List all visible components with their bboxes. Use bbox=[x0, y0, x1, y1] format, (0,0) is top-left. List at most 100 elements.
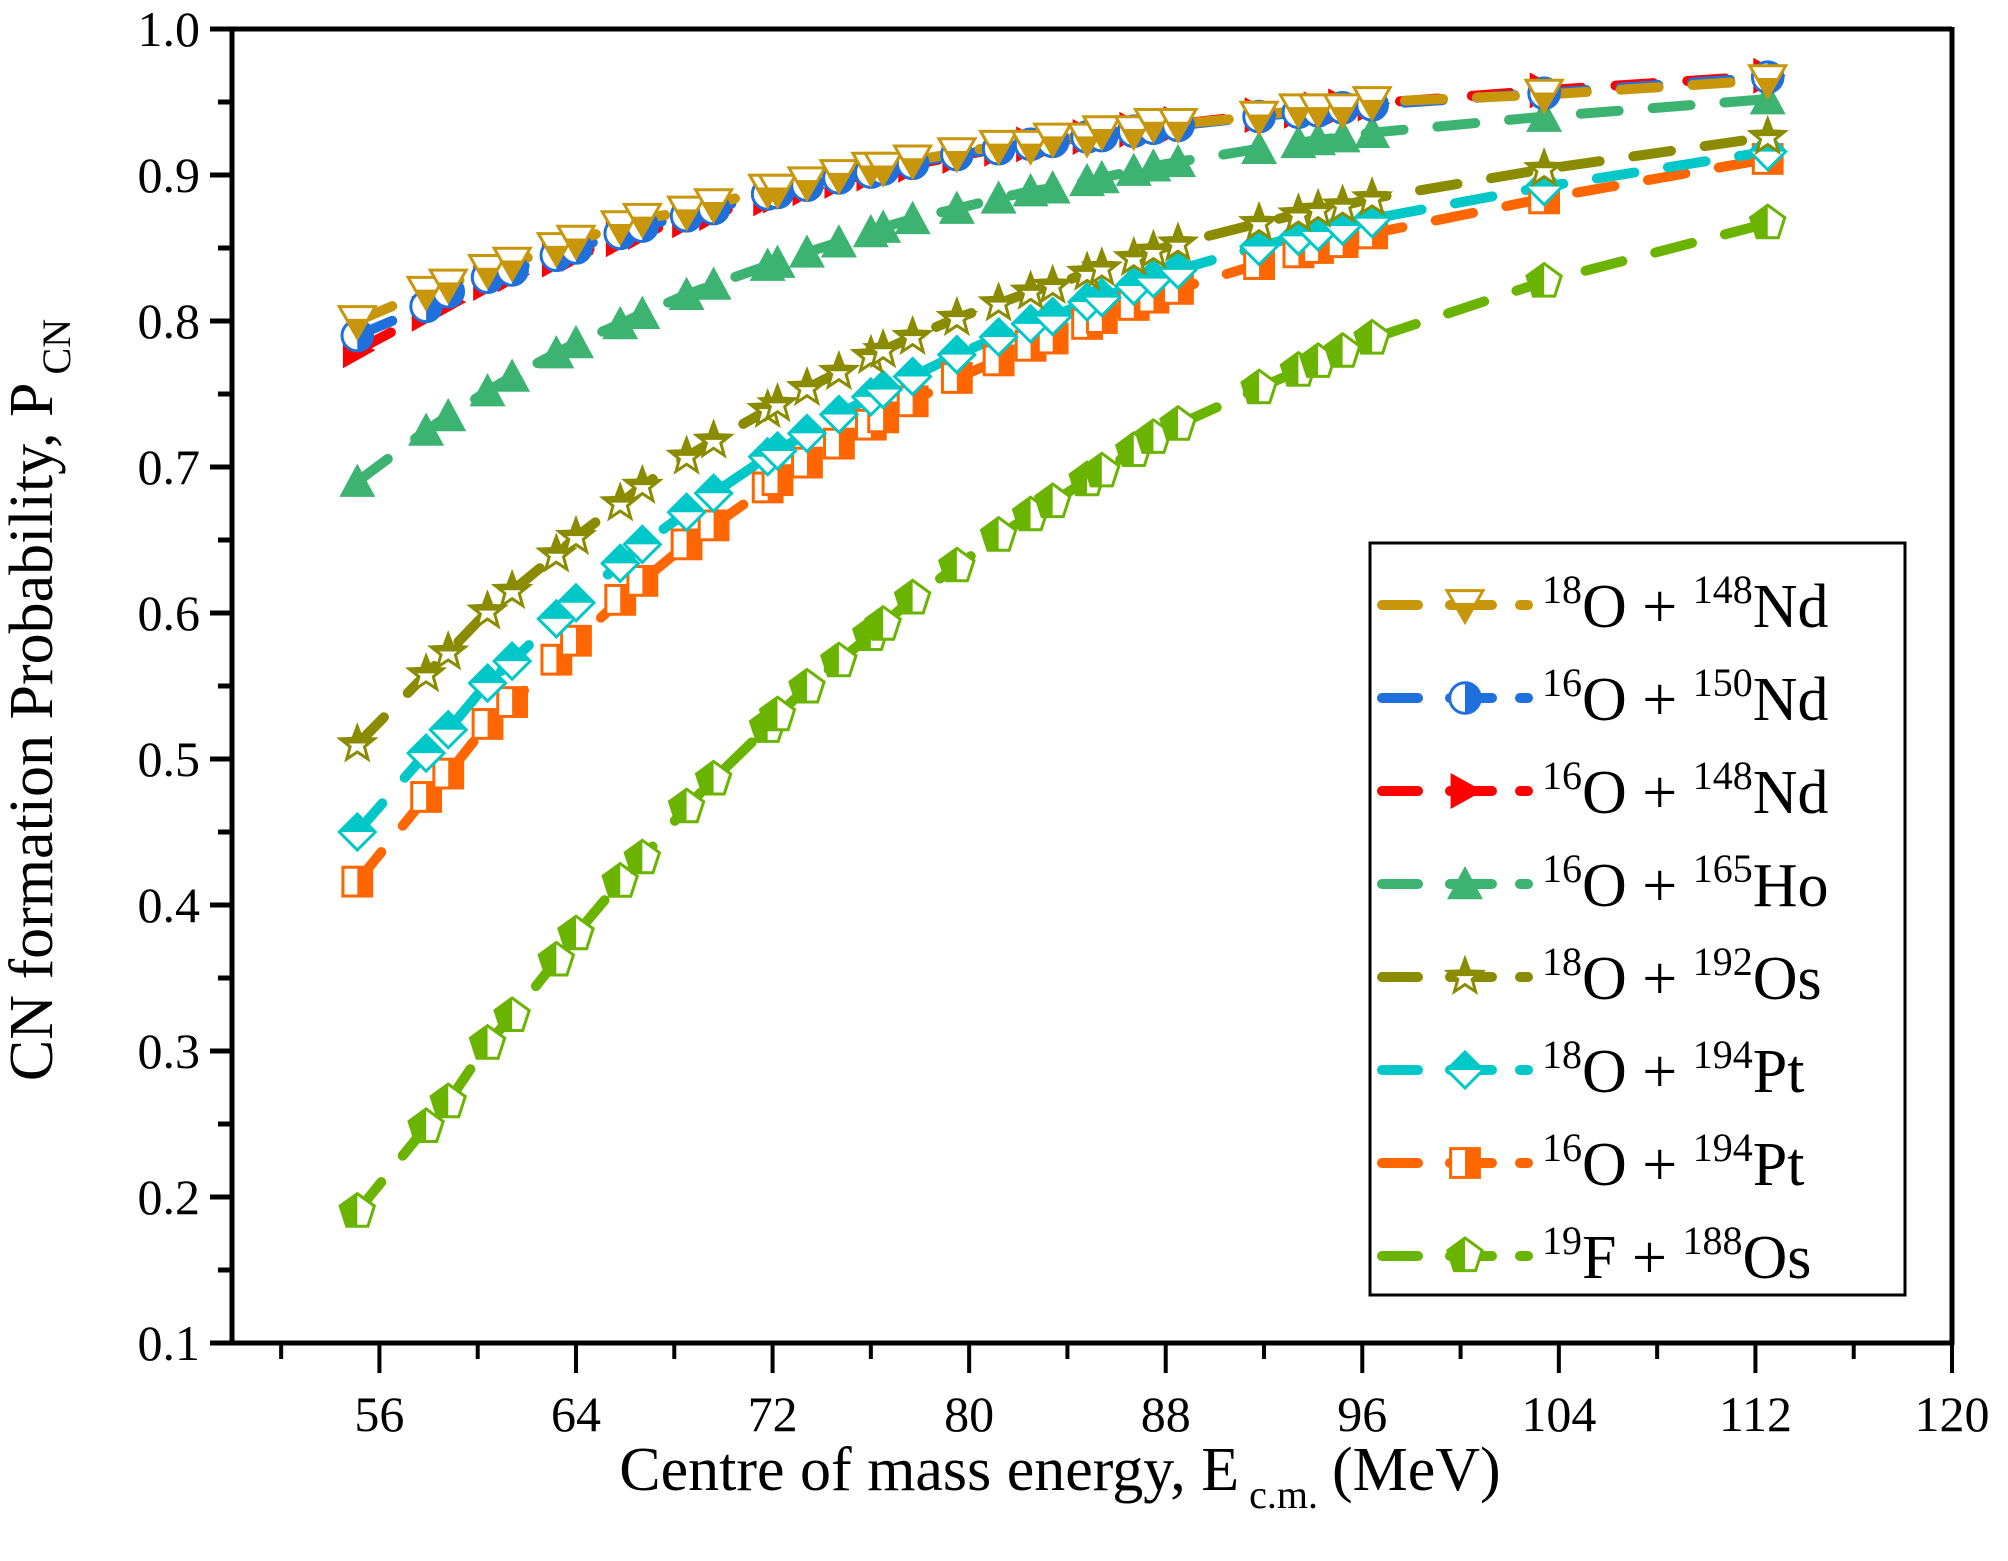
data-point bbox=[336, 305, 378, 342]
marker-fill bbox=[476, 267, 499, 287]
legend-mass-number: 16 bbox=[1542, 660, 1582, 705]
marker-fill bbox=[777, 465, 792, 495]
marker-fill bbox=[675, 209, 698, 229]
marker-fill bbox=[448, 759, 463, 788]
legend-mass-number: 148 bbox=[1693, 567, 1753, 612]
data-point bbox=[788, 667, 826, 704]
legend-mass-number: 16 bbox=[1542, 1125, 1582, 1170]
data-point bbox=[555, 224, 597, 261]
data-point bbox=[936, 334, 977, 375]
data-point bbox=[430, 397, 467, 432]
data-point bbox=[788, 234, 825, 268]
data-point bbox=[693, 188, 735, 225]
data-point bbox=[1160, 143, 1196, 178]
series-line-7 bbox=[352, 218, 1773, 1217]
y-tick-label: 0.2 bbox=[138, 1169, 201, 1225]
marker-fill bbox=[1355, 320, 1373, 354]
legend-element: Os bbox=[1753, 945, 1822, 1013]
data-point bbox=[892, 144, 934, 181]
legend-marker bbox=[1447, 866, 1483, 900]
data-point bbox=[496, 686, 529, 718]
data-point bbox=[466, 254, 509, 291]
legend-label: 18O + 148Nd bbox=[1542, 567, 1829, 641]
legend-element: Ho bbox=[1753, 852, 1829, 920]
data-point bbox=[1321, 183, 1364, 224]
series-markers bbox=[336, 57, 1789, 1228]
marker-fill bbox=[1116, 240, 1151, 258]
series-markers-6 bbox=[341, 143, 1784, 898]
marker-fill bbox=[558, 324, 594, 359]
marker-fill bbox=[696, 761, 714, 794]
data-point bbox=[1134, 417, 1173, 454]
marker-fill bbox=[1160, 225, 1196, 243]
marker-fill bbox=[430, 711, 467, 730]
data-point bbox=[1300, 121, 1337, 156]
y-tick-label: 0.3 bbox=[138, 1023, 201, 1079]
data-point bbox=[1526, 98, 1563, 132]
marker-fill bbox=[426, 782, 441, 812]
marker-fill bbox=[695, 266, 732, 300]
data-point bbox=[1350, 176, 1394, 217]
y-axis-title-main: CN formation Probability, P bbox=[0, 382, 66, 1081]
data-point bbox=[407, 1107, 445, 1143]
marker-fill bbox=[702, 202, 725, 222]
marker-fill bbox=[669, 438, 704, 456]
data-point bbox=[405, 275, 447, 312]
marker-fill bbox=[609, 223, 632, 244]
x-tick-label: 64 bbox=[551, 1386, 601, 1442]
marker-fill bbox=[469, 665, 506, 684]
marker-fill bbox=[631, 216, 654, 236]
legend-label: 16O + 148Nd bbox=[1542, 753, 1829, 827]
data-point bbox=[692, 418, 735, 459]
marker-fill bbox=[1450, 773, 1483, 809]
marker-fill bbox=[1136, 419, 1154, 453]
marker-fill bbox=[759, 244, 796, 278]
legend-marker bbox=[1448, 681, 1482, 715]
marker-fill bbox=[1160, 406, 1178, 440]
data-point bbox=[666, 492, 707, 533]
marker-fill bbox=[624, 295, 661, 329]
data-point bbox=[980, 180, 1017, 214]
marker-fill bbox=[357, 867, 372, 897]
marker-fill bbox=[895, 580, 913, 613]
marker-fill bbox=[1242, 205, 1277, 223]
legend-mass-number: 18 bbox=[1542, 567, 1582, 612]
data-point bbox=[1297, 93, 1339, 130]
marker-fill bbox=[912, 386, 928, 416]
data-point bbox=[557, 914, 595, 951]
data-point bbox=[865, 209, 902, 243]
data-point bbox=[554, 514, 598, 556]
data-point bbox=[432, 757, 465, 790]
marker-fill bbox=[1527, 151, 1562, 169]
marker-fill bbox=[1287, 107, 1310, 127]
marker-fill bbox=[625, 840, 643, 873]
marker-fill bbox=[696, 422, 731, 440]
marker-fill bbox=[871, 165, 895, 185]
data-point bbox=[408, 412, 445, 446]
legend-element: O + bbox=[1582, 1131, 1693, 1199]
marker-fill bbox=[538, 600, 575, 619]
data-point bbox=[338, 1191, 377, 1228]
data-point bbox=[621, 463, 664, 504]
data-point bbox=[1156, 221, 1200, 262]
data-point bbox=[864, 604, 903, 641]
data-point bbox=[600, 543, 641, 584]
marker-fill bbox=[1300, 192, 1336, 210]
marker-fill bbox=[1325, 187, 1360, 205]
x-tick-label: 88 bbox=[1141, 1386, 1191, 1442]
marker-fill bbox=[981, 517, 999, 551]
data-point bbox=[665, 434, 708, 475]
marker-fill bbox=[1325, 333, 1343, 367]
marker-fill bbox=[668, 494, 705, 513]
marker-fill bbox=[539, 942, 557, 975]
marker-fill bbox=[430, 397, 467, 432]
marker-fill bbox=[494, 643, 531, 662]
data-point bbox=[429, 1082, 468, 1119]
data-point bbox=[938, 190, 975, 224]
data-point bbox=[935, 295, 979, 337]
data-point bbox=[491, 246, 533, 283]
data-point bbox=[624, 295, 661, 329]
data-point bbox=[1031, 263, 1074, 304]
marker-fill bbox=[1465, 682, 1481, 714]
